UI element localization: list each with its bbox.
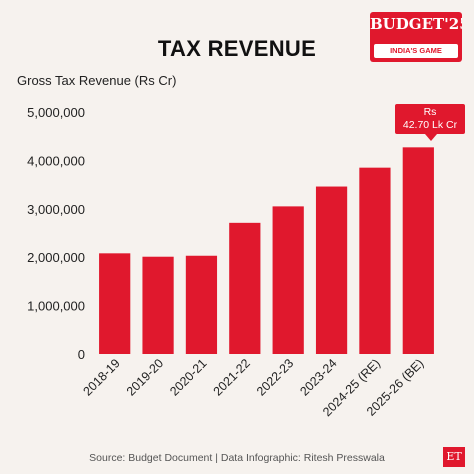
y-tick-label: 4,000,000: [27, 153, 85, 168]
bar: [315, 186, 348, 354]
bar: [142, 256, 174, 354]
et-logo: ET: [443, 447, 465, 467]
bar: [185, 255, 218, 354]
x-tick-label: 2020-21: [167, 356, 209, 398]
y-axis-label: Gross Tax Revenue (Rs Cr): [17, 73, 177, 88]
x-tick-label: 2021-22: [211, 356, 253, 398]
x-tick-label: 2019-20: [124, 356, 166, 398]
x-tick-label: 2018-19: [80, 356, 122, 398]
source-credit: Source: Budget Document | Data Infograph…: [89, 452, 385, 464]
bar: [359, 167, 391, 354]
callout-arrow: [425, 134, 437, 141]
callout-line1: Rs: [423, 106, 437, 118]
y-tick-label: 3,000,000: [27, 202, 85, 217]
x-tick-label: 2022-23: [254, 356, 296, 398]
logo-word: BUDGET'25: [370, 15, 462, 33]
y-tick-label: 2,000,000: [27, 250, 85, 265]
y-tick-label: 0: [78, 347, 85, 362]
y-tick-label: 1,000,000: [27, 299, 85, 314]
callout-line2: 42.70 Lk Cr: [402, 119, 458, 131]
budget-logo: BUDGET'25 INDIA'S GAME CHANGER: [370, 12, 462, 62]
bar: [99, 253, 131, 354]
value-callout: Rs 42.70 Lk Cr: [395, 104, 465, 134]
bar: [229, 222, 261, 354]
x-tick-label: 2023-24: [297, 356, 339, 398]
bar: [272, 206, 304, 354]
bar: [402, 147, 434, 354]
chart-title: TAX REVENUE: [157, 36, 317, 61]
y-tick-label: 5,000,000: [27, 105, 85, 120]
logo-tagline: INDIA'S GAME CHANGER: [374, 44, 458, 62]
